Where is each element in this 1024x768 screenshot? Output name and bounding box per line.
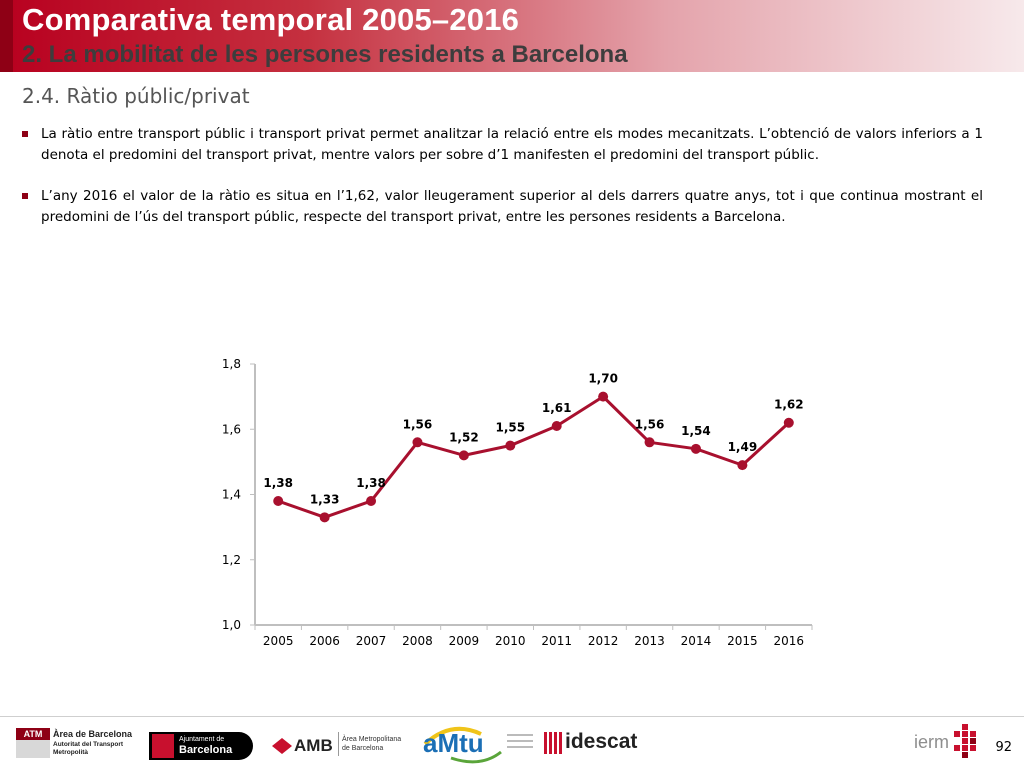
- amtu-small-text-icon: [507, 740, 533, 742]
- data-label: 1,38: [356, 476, 386, 490]
- data-point: [783, 417, 794, 428]
- data-label: 1,49: [728, 440, 758, 454]
- square-bullet-icon: [22, 131, 28, 137]
- data-point: [551, 420, 562, 431]
- ajuntament-line-2: Barcelona: [179, 744, 233, 756]
- ajuntament-line-1: Ajuntament de: [179, 736, 225, 743]
- amtu-name: aMtu: [423, 728, 484, 758]
- iermb-name: ierm: [914, 732, 949, 752]
- x-tick-label: 2005: [263, 634, 294, 648]
- atm-line-1: Àrea de Barcelona: [53, 729, 133, 739]
- section-title: 2.4. Ràtio públic/privat: [22, 84, 250, 108]
- page-number: 92: [995, 740, 1012, 755]
- amb-logo: AMB Àrea Metropolitana de Barcelona: [272, 722, 407, 764]
- data-point: [412, 437, 423, 448]
- y-tick-label: 1,2: [222, 553, 241, 567]
- atm-line-3: Metropolità: [53, 749, 89, 756]
- data-point: [273, 496, 284, 507]
- x-tick-label: 2015: [727, 634, 758, 648]
- ajuntament-logo: Ajuntament de Barcelona: [149, 722, 253, 764]
- data-label: 1,56: [635, 417, 665, 431]
- footer-divider: [0, 716, 1024, 717]
- data-label: 1,38: [263, 476, 293, 490]
- iermb-pixel-icon: [954, 724, 976, 758]
- data-point: [319, 512, 330, 523]
- atm-logo: ATM Àrea de Barcelona Autoritat del Tran…: [16, 722, 132, 764]
- x-tick-label: 2008: [402, 634, 433, 648]
- x-tick-label: 2010: [495, 634, 526, 648]
- data-point: [505, 440, 516, 451]
- idescat-stripes-icon: [544, 732, 562, 754]
- data-label: 1,52: [449, 430, 479, 444]
- bullet-list: La ràtio entre transport públic i transp…: [22, 124, 983, 248]
- y-tick-label: 1,6: [222, 422, 241, 436]
- x-tick-label: 2016: [774, 634, 805, 648]
- data-label: 1,61: [542, 401, 572, 415]
- data-label: 1,70: [588, 372, 618, 386]
- bullet-item: L’any 2016 el valor de la ràtio es situa…: [22, 186, 983, 228]
- amtu-small-text-icon: [507, 746, 533, 748]
- y-tick-label: 1,0: [222, 618, 241, 632]
- idescat-name: idescat: [565, 730, 638, 753]
- square-bullet-icon: [22, 193, 28, 199]
- amb-line-1: Àrea Metropolitana: [342, 736, 402, 743]
- data-label: 1,55: [495, 421, 525, 435]
- data-label: 1,54: [681, 424, 711, 438]
- amb-name: AMB: [294, 736, 333, 755]
- x-tick-label: 2006: [309, 634, 340, 648]
- bullet-item: La ràtio entre transport públic i transp…: [22, 124, 983, 166]
- data-point: [644, 437, 655, 448]
- iermb-logo: ierm: [914, 722, 984, 764]
- y-tick-label: 1,4: [222, 488, 241, 502]
- amtu-small-text-icon: [507, 734, 533, 736]
- x-tick-label: 2012: [588, 634, 619, 648]
- y-tick-label: 1,8: [222, 357, 241, 371]
- data-label: 1,33: [310, 492, 340, 506]
- header-banner: Comparativa temporal 2005–2016 2. La mob…: [0, 0, 1024, 72]
- bullet-text: L’any 2016 el valor de la ràtio es situa…: [41, 188, 983, 225]
- x-tick-label: 2014: [681, 634, 712, 648]
- data-label: 1,56: [403, 417, 433, 431]
- atm-line-2: Autoritat del Transport: [53, 741, 124, 748]
- atm-mark: [16, 740, 50, 758]
- data-point: [690, 443, 701, 454]
- data-label: 1,62: [774, 398, 804, 412]
- idescat-logo: idescat: [544, 722, 648, 764]
- header-accent-bar: [0, 0, 13, 72]
- page-title: Comparativa temporal 2005–2016: [22, 2, 520, 37]
- amtu-mark-icon: [423, 726, 502, 764]
- barcelona-shield-icon: [152, 734, 174, 758]
- x-tick-label: 2013: [634, 634, 665, 648]
- page-subtitle: 2. La mobilitat de les persones resident…: [22, 41, 628, 68]
- amtu-logo: aMtu: [421, 722, 537, 764]
- series-line: [277, 395, 790, 519]
- data-point: [598, 391, 609, 402]
- x-tick-label: 2009: [449, 634, 480, 648]
- atm-badge: ATM: [16, 728, 50, 740]
- data-point: [737, 460, 748, 471]
- amb-chevron-icon: [272, 738, 292, 754]
- data-point: [366, 496, 377, 507]
- x-tick-label: 2011: [541, 634, 572, 648]
- x-tick-label: 2007: [356, 634, 387, 648]
- amb-divider: [338, 732, 339, 756]
- bullet-text: La ràtio entre transport públic i transp…: [41, 126, 983, 163]
- data-point: [458, 450, 469, 461]
- amb-line-2: de Barcelona: [342, 745, 384, 752]
